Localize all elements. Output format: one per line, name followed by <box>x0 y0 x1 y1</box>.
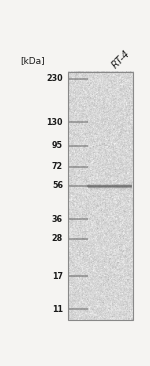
Text: [kDa]: [kDa] <box>20 56 45 65</box>
Text: 72: 72 <box>52 163 63 171</box>
Text: 36: 36 <box>52 215 63 224</box>
Text: 17: 17 <box>52 272 63 281</box>
Text: 95: 95 <box>52 141 63 150</box>
Text: 230: 230 <box>46 74 63 83</box>
Text: 11: 11 <box>52 305 63 314</box>
Bar <box>68 72 133 320</box>
Text: 130: 130 <box>46 117 63 127</box>
Bar <box>68 72 133 320</box>
Text: 28: 28 <box>52 234 63 243</box>
Text: RT-4: RT-4 <box>110 49 132 71</box>
Text: 56: 56 <box>52 182 63 190</box>
